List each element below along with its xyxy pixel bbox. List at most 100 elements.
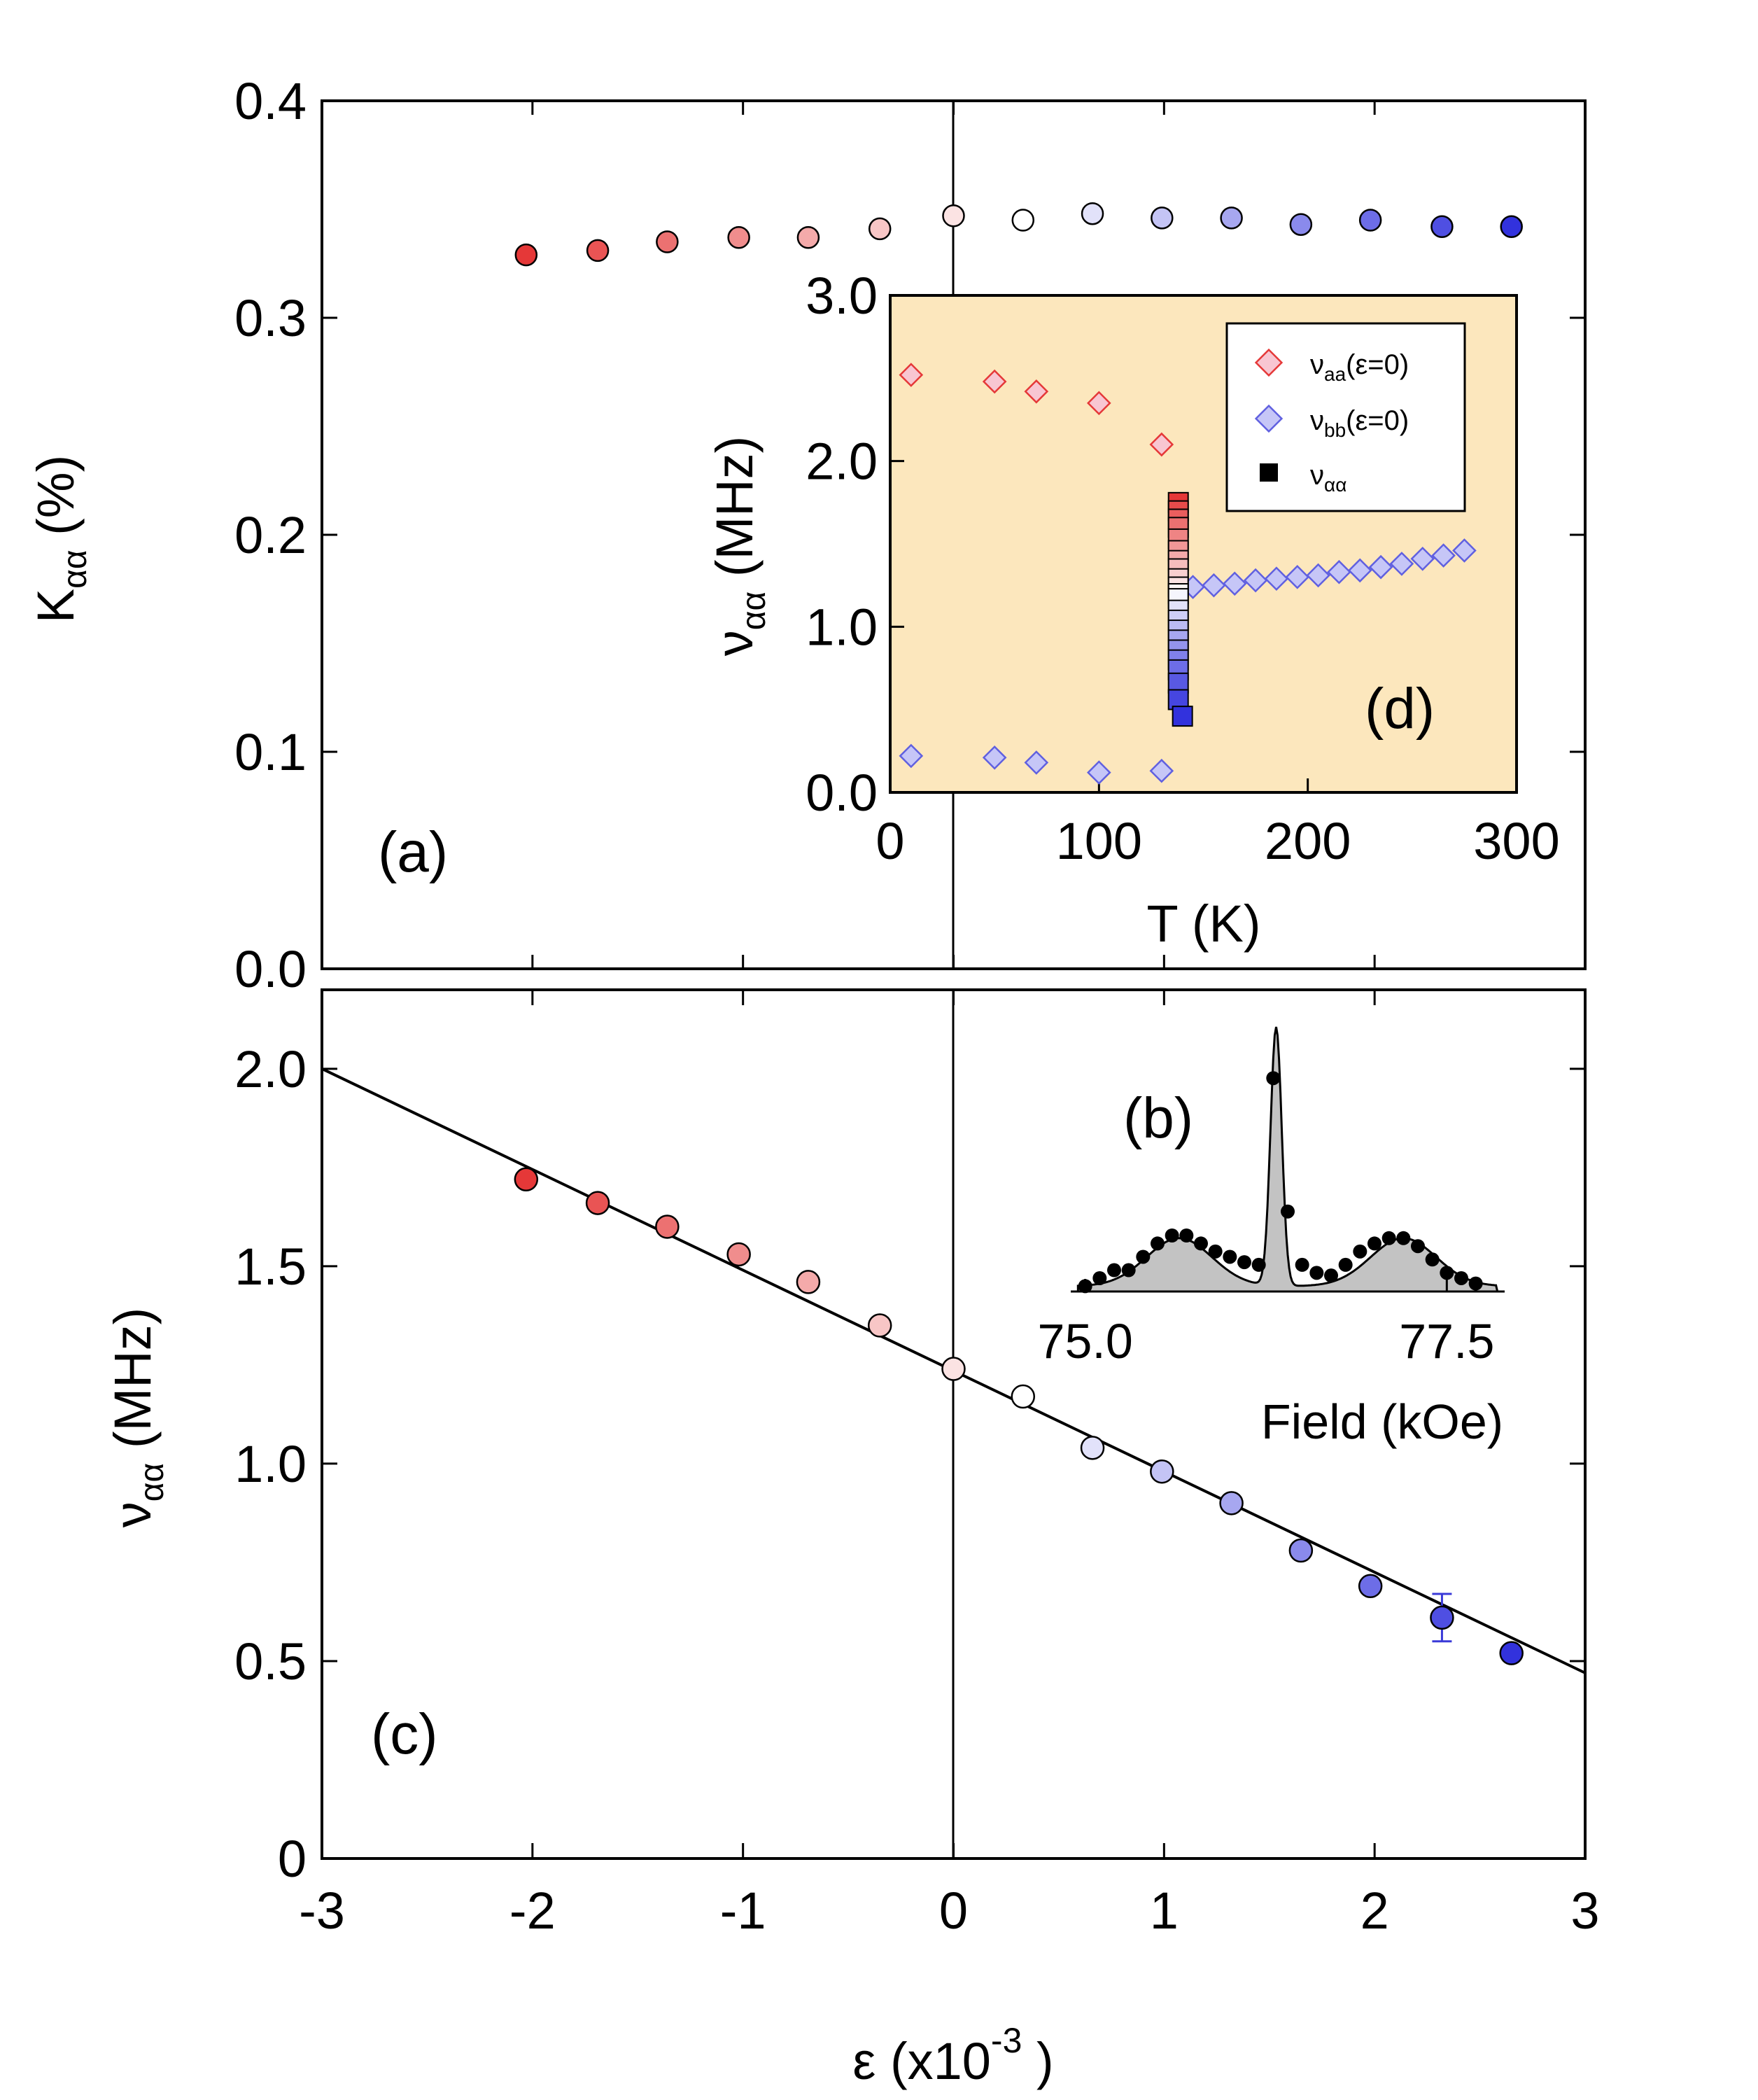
panel-a-point [656, 230, 679, 253]
panel-d-bb-point [1264, 566, 1289, 592]
panel-c-point [1150, 1459, 1174, 1484]
panel-b-tag: (b) [1123, 1086, 1193, 1150]
panel-c-y-tick-label: 0 [278, 1830, 307, 1888]
panel-c-tag: (c) [371, 1702, 438, 1766]
panel-d-y-tick-label: 1.0 [806, 598, 878, 656]
panel-c-point [941, 1357, 966, 1381]
panel-d-bb-point [1347, 558, 1372, 583]
panel-a-point [1151, 206, 1174, 230]
panel-c-x-tick-label: -2 [509, 1882, 556, 1940]
panel-d-bb-point [1087, 760, 1111, 785]
panel-c-point [726, 1242, 751, 1267]
panel-b-point [1425, 1252, 1440, 1267]
panel-b-point [1266, 1071, 1281, 1086]
panel-c-point [867, 1313, 892, 1338]
panel-b-point [1251, 1257, 1266, 1272]
panel-b-point [1468, 1276, 1483, 1291]
panel-a-points [514, 202, 1523, 267]
panel-b-point [1281, 1204, 1295, 1219]
panel-c-points [514, 1167, 1524, 1665]
panel-b-point [1237, 1255, 1251, 1270]
panel-c-y-tick-label: 0.5 [234, 1632, 307, 1690]
panel-d-bb-point [1389, 552, 1414, 576]
panel-a-y-label: Kαα (%) [27, 455, 94, 624]
panel-a-point [942, 204, 965, 227]
panel-d-points [899, 363, 1477, 785]
panel-c-y-tick-label: 1.5 [234, 1238, 307, 1296]
panel-b-point [1396, 1231, 1411, 1245]
panel-b-point [1179, 1228, 1194, 1242]
panel-c-x-tick-label: -3 [299, 1882, 345, 1940]
panel-a-point [1289, 213, 1313, 236]
panel-b-point [1324, 1268, 1338, 1283]
panel-d-aa-point [1024, 379, 1049, 404]
panel-a-y-tick-label: 0.2 [234, 506, 307, 564]
panel-d-y-tick-label: 0.0 [806, 764, 878, 822]
panel-b-point [1353, 1244, 1367, 1259]
panel-b-ticks: 75.0 77.5 [1038, 1279, 1494, 1368]
panel-a-y-tick-label: 0.3 [234, 289, 307, 347]
panel-c-y-label: ναα (MHz) [104, 1308, 171, 1527]
panel-d-bb-point [1285, 565, 1310, 589]
panel-d-bb-point [1327, 559, 1351, 584]
panel-a-point [1011, 209, 1035, 232]
panel-d-aa-point [1087, 391, 1111, 416]
panel-d-y-tick-label: 2.0 [806, 433, 878, 491]
legend-label-alpha: ναα [1310, 460, 1346, 496]
panel-b-x-tick-label: 75.0 [1038, 1314, 1133, 1368]
panel-b-point [1194, 1236, 1208, 1251]
panel-d: 0.0 1.0 2.0 3.0 0 100 200 300 ναα (MHz) T (K) (… [705, 267, 1560, 953]
panel-c-point [585, 1191, 610, 1215]
panel-a-point [796, 226, 820, 249]
panel-d-aa-point [982, 369, 1007, 394]
panel-d-y-label: ναα (MHz) [705, 436, 773, 656]
panel-a-y-tick-label: 0.1 [234, 723, 307, 781]
panel-b-point [1121, 1263, 1136, 1278]
panel-a-point [727, 226, 750, 249]
panel-d-alpha-point [1172, 706, 1193, 727]
panel-b-point [1338, 1257, 1353, 1272]
panel-b-point [1440, 1266, 1454, 1280]
panel-b-point [1092, 1270, 1107, 1285]
panel-c-x-tick-label: 1 [1150, 1882, 1179, 1940]
panel-d-bb-point [899, 743, 924, 769]
panel-b-point [1411, 1239, 1425, 1254]
panel-a-point [1358, 209, 1382, 232]
panel-a-y-ticks: 0.0 0.1 0.2 0.3 0.4 [234, 72, 1585, 998]
panel-d-x-tick-label: 100 [1056, 812, 1142, 870]
legend-marker-bb [1254, 404, 1284, 433]
panel-a-point [586, 239, 610, 262]
panel-b-point [1454, 1270, 1468, 1285]
panel-c-point [1430, 1605, 1454, 1630]
panel-c-point [514, 1167, 539, 1192]
panel-d-bb-point [1222, 571, 1247, 596]
panel-b-point [1208, 1244, 1223, 1259]
panel-c-point [1080, 1436, 1105, 1460]
panel-b-point [1151, 1236, 1165, 1251]
legend-label-bb: νbb(ε=0) [1310, 405, 1409, 441]
panel-b: 75.0 77.5 (b) Field (kOe) [1038, 1026, 1505, 1449]
panel-c-point [655, 1214, 680, 1239]
panel-a-point [868, 217, 892, 241]
panel-b-point [1367, 1236, 1381, 1251]
panel-a-y-tick-label: 0.4 [234, 72, 307, 130]
panel-d-bb-point [1452, 538, 1477, 563]
panel-c-y-tick-label: 2.0 [234, 1040, 307, 1098]
panel-a-point [1430, 215, 1454, 239]
panel-d-aa-point [899, 363, 924, 387]
panel-d-x-label: T (K) [1146, 895, 1260, 953]
panel-d-x-tick-label: 0 [876, 812, 904, 870]
panel-c-y-tick-label: 1.0 [234, 1435, 307, 1493]
panel-c-ticks: 0 0.5 1.0 1.5 2.0 -3 -2 -1 0 1 2 3 [234, 990, 1600, 1940]
panel-d-x-tick-label: 300 [1473, 812, 1559, 870]
panel-c-point [1358, 1574, 1383, 1599]
panel-b-point [1107, 1263, 1121, 1278]
panel-c-x-label: ε (x10-3 ) [852, 2021, 1053, 2090]
panel-d-bb-point [982, 745, 1007, 770]
panel-c-point [796, 1270, 821, 1294]
panel-d-legend: νaa(ε=0) νbb(ε=0) ναα [1225, 322, 1466, 512]
panel-a-point [1081, 202, 1104, 225]
panel-d-tag: (d) [1365, 677, 1435, 741]
panel-d-bb-point [1410, 546, 1435, 571]
